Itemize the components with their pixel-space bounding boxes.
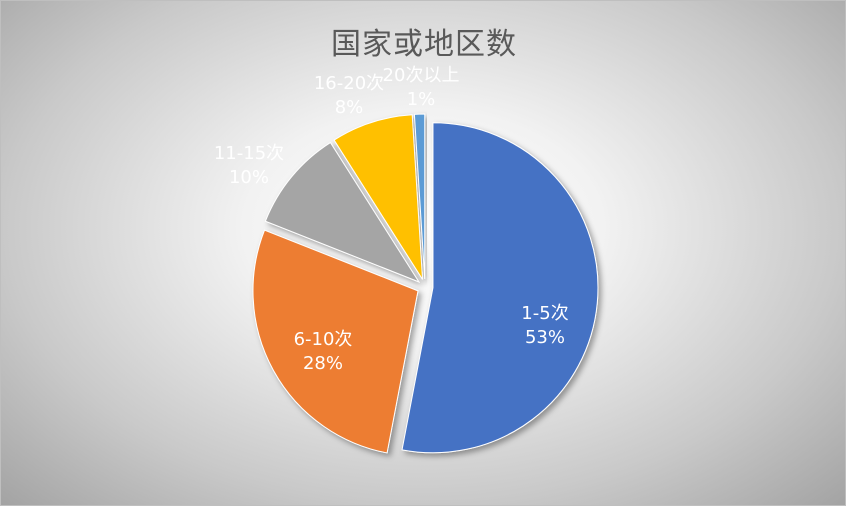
pie-slice-2 [252,229,419,454]
slice-category-label: 20次以上 [383,65,460,86]
pie-slice-4 [333,114,424,280]
pie-slice-3 [264,141,421,283]
slice-category-label: 16-20次 [314,73,384,94]
slice-percent-label: 8% [335,97,364,118]
slice-category-label: 11-15次 [214,143,284,164]
pie-slice-1 [401,122,599,454]
pie-slice-5 [413,113,426,280]
slice-category-label: 1-5次 [521,303,568,324]
chart-title: 国家或地区数 [331,27,517,62]
slice-category-label: 6-10次 [294,329,353,350]
slice-percent-label: 10% [229,167,269,188]
slice-percent-label: 28% [303,353,343,374]
slice-percent-label: 1% [407,89,436,110]
slice-percent-label: 53% [525,327,565,348]
